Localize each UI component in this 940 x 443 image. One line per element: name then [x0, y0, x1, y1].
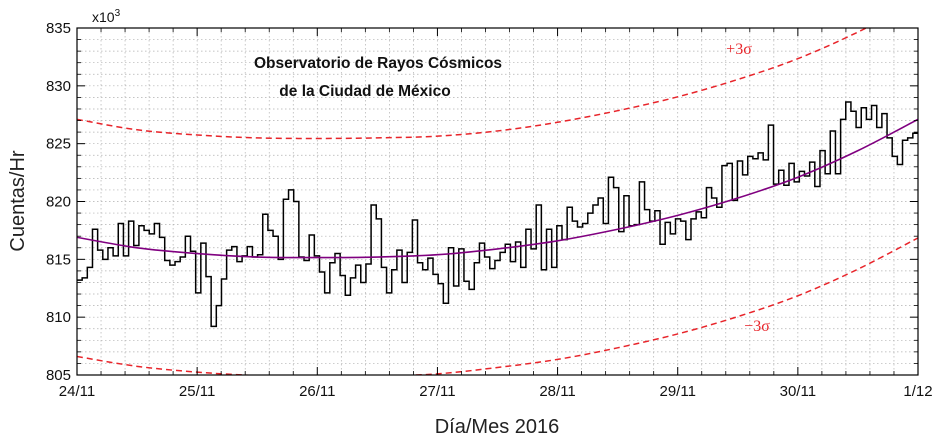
hourly-counts-series — [77, 101, 918, 328]
x-axis-title: Día/Mes 2016 — [435, 416, 560, 438]
x-tick-label: 30/11 — [780, 383, 816, 400]
y-tick-label: 810 — [46, 309, 71, 326]
upper-3sigma-line — [77, 28, 868, 140]
ticks — [76, 27, 919, 376]
y-tick-label: 830 — [46, 78, 71, 95]
y-multiplier: x103 — [92, 8, 121, 25]
upper-sigma-label: +3σ — [726, 41, 752, 58]
lower-sigma-label: −3σ — [744, 318, 770, 335]
tick-labels: 24/11 25/11 26/11 27/11 28/11 29/11 30/11 1/12 8… — [46, 20, 933, 400]
y-tick-label: 825 — [46, 136, 71, 153]
grid — [76, 27, 919, 376]
title-line-1: Observatorio de Rayos Cósmicos — [254, 55, 502, 72]
y-tick-label: 820 — [46, 194, 71, 211]
x-tick-label: 29/11 — [659, 383, 695, 400]
x-tick-label: 28/11 — [539, 383, 575, 400]
x-tick-label: 1/12 — [903, 383, 932, 400]
y-tick-label: 815 — [46, 251, 71, 268]
plot-area — [77, 28, 918, 375]
x-tick-label: 27/11 — [419, 383, 455, 400]
x-tick-label: 26/11 — [299, 383, 335, 400]
y-tick-label: 835 — [46, 20, 71, 37]
y-axis-title: Cuentas/Hr — [7, 150, 29, 251]
title-line-2: de la Ciudad de México — [279, 83, 450, 100]
x-tick-label: 25/11 — [179, 383, 215, 400]
lower-3sigma-line — [77, 237, 918, 375]
x-tick-label: 24/11 — [59, 383, 95, 400]
y-tick-label: 805 — [46, 367, 71, 384]
trend-fit-line — [77, 118, 918, 259]
